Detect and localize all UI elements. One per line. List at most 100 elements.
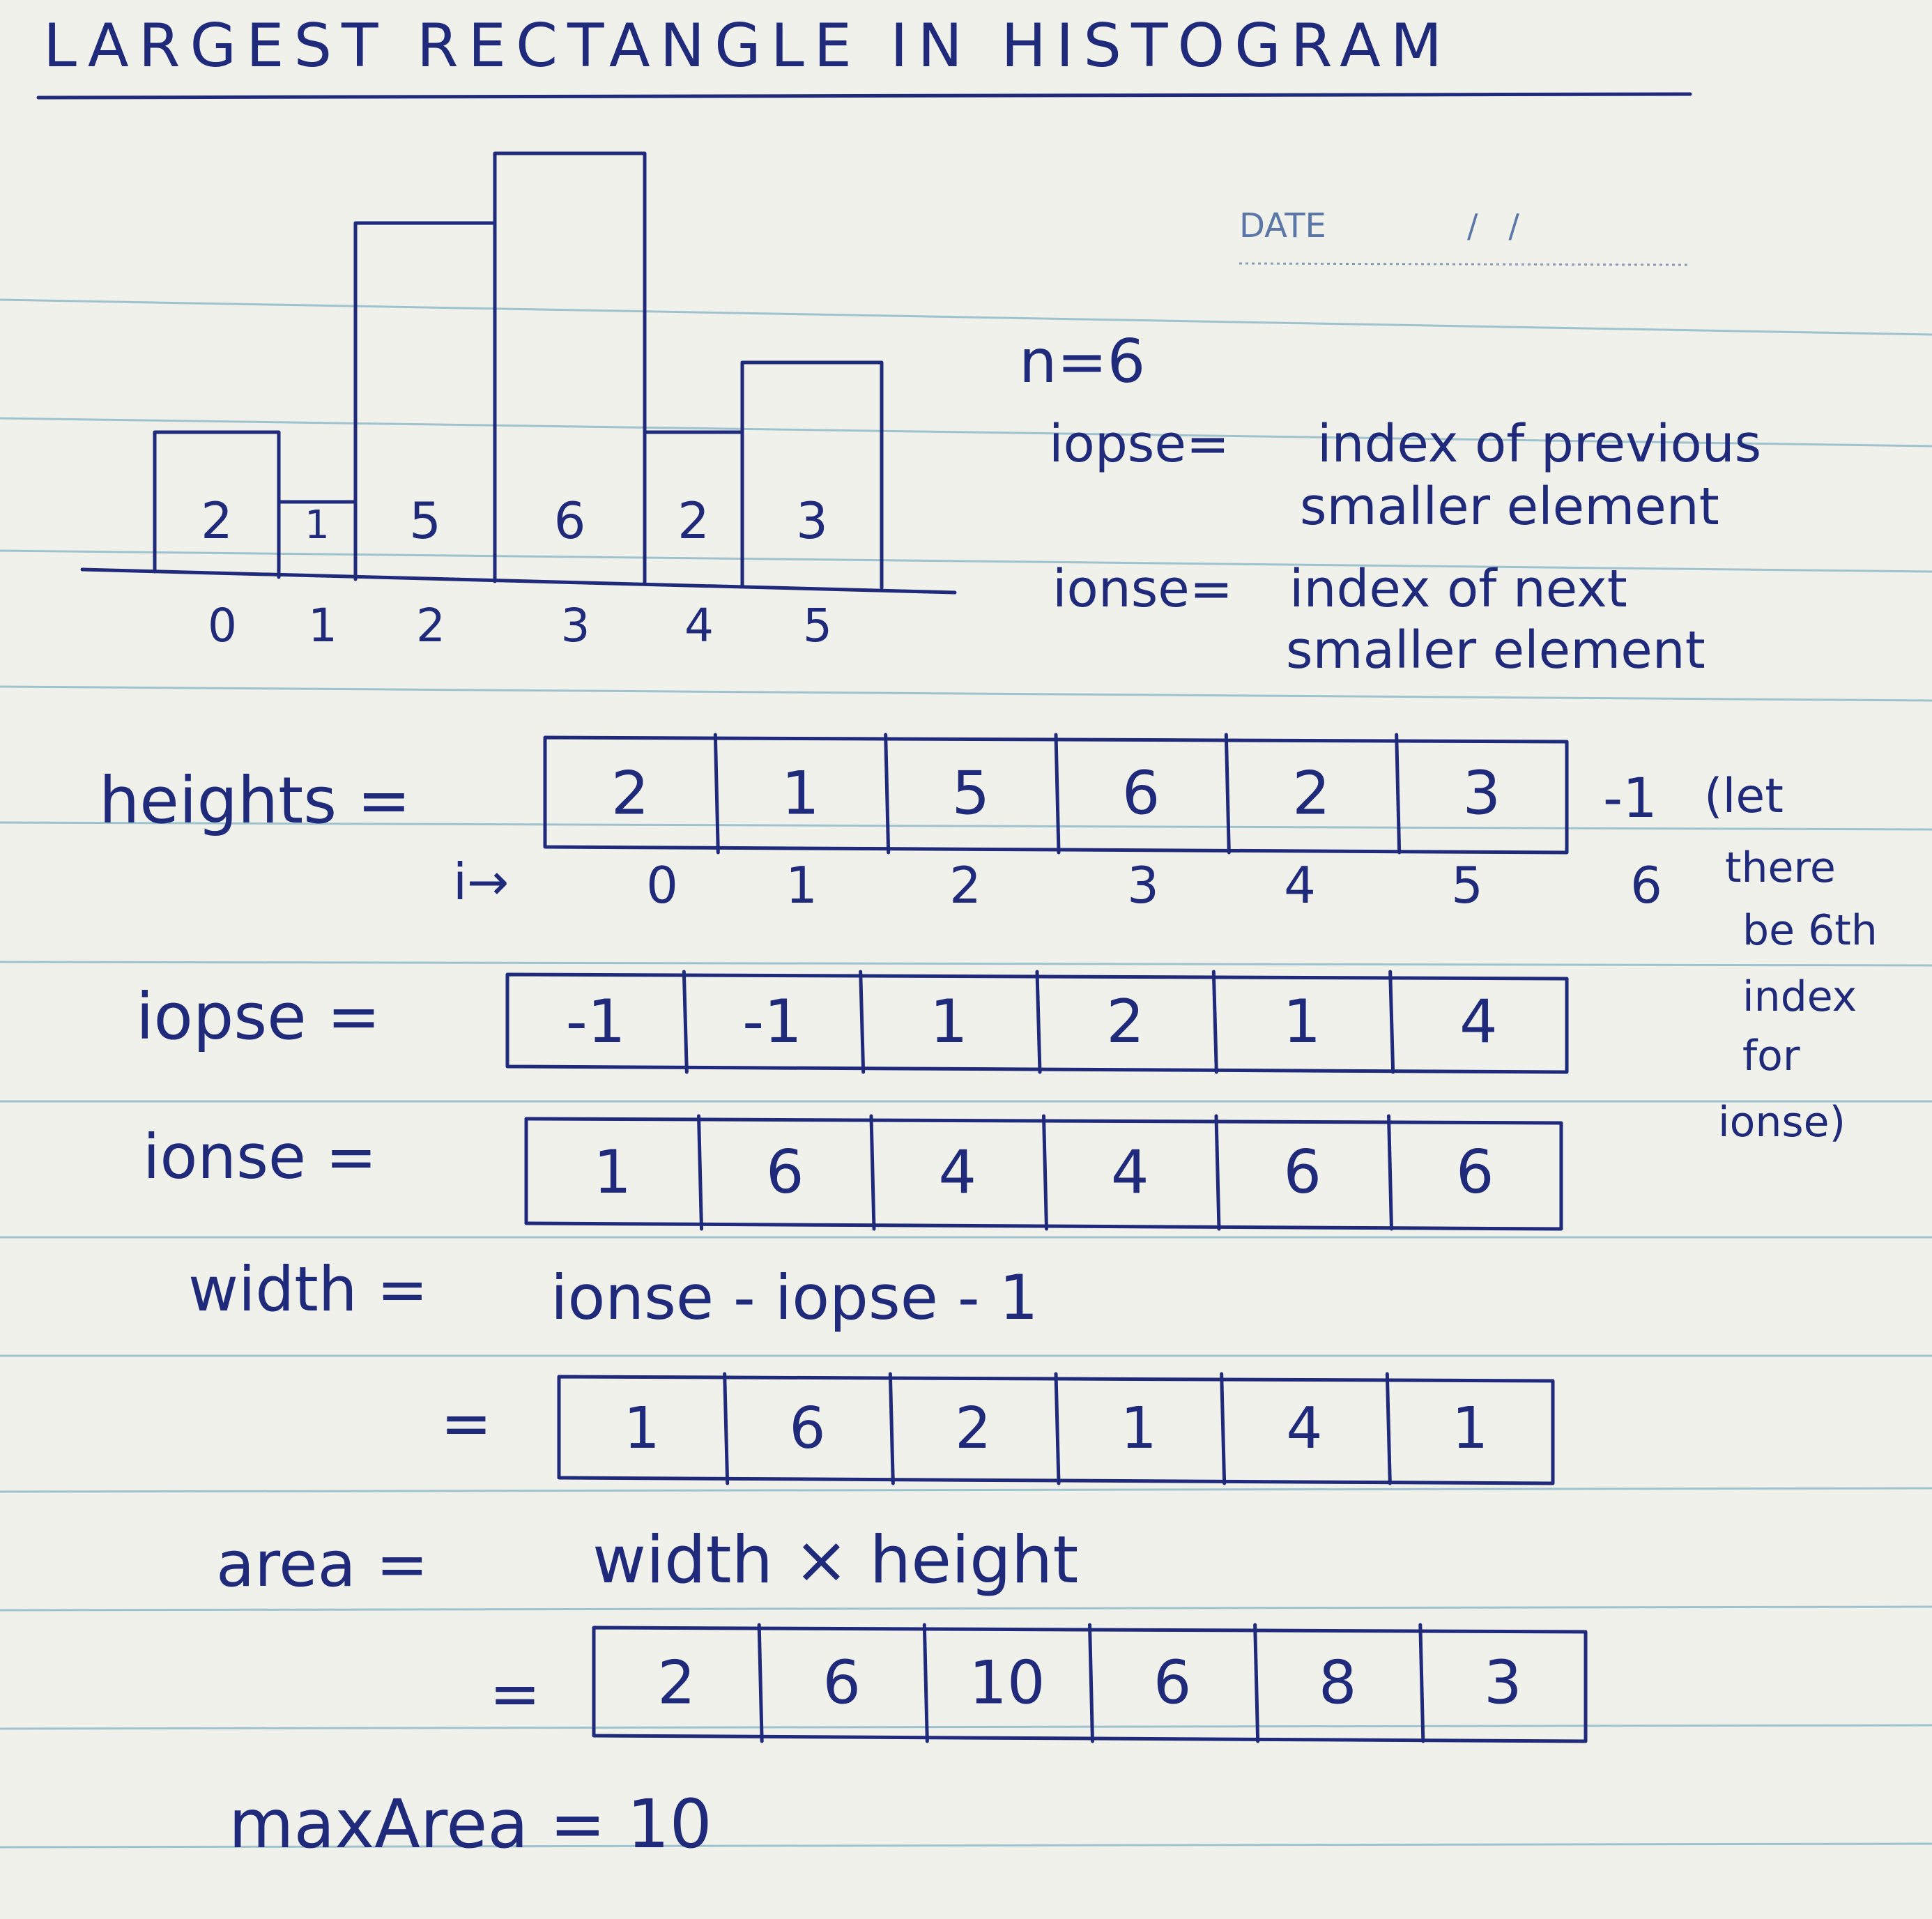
ruled-lines <box>0 298 1932 1849</box>
histogram-bar-label: 2 <box>201 491 233 550</box>
ionse-cell: 6 <box>766 1138 804 1207</box>
histogram-bar-label: 3 <box>796 491 828 550</box>
histogram-bar-label: 1 <box>305 503 330 548</box>
side-note-line: there <box>1725 843 1836 892</box>
area-array: 2 6 10 6 8 3 <box>592 1623 1588 1743</box>
histogram-bar-label: 2 <box>677 491 710 550</box>
width-cell: 1 <box>1452 1396 1488 1462</box>
side-note-line: be 6th <box>1742 906 1878 955</box>
index-cell: 4 <box>1284 856 1316 915</box>
width-equals: = <box>440 1387 492 1459</box>
index-cell: 5 <box>1451 856 1483 915</box>
area-equals: = <box>489 1658 541 1729</box>
iopse-term: iopse= <box>1049 414 1229 474</box>
width-label: width = <box>188 1253 428 1325</box>
width-cell: 4 <box>1286 1396 1322 1462</box>
array-divider <box>1042 1114 1048 1231</box>
heights-array: 2 1 5 6 2 3 <box>543 733 1569 855</box>
page-title: LARGEST RECTANGLE IN HISTOGRAM <box>43 11 1452 81</box>
area-cell: 6 <box>1153 1648 1192 1718</box>
histogram-bar <box>740 360 884 590</box>
width-formula: ionse - iopse - 1 <box>551 1262 1038 1333</box>
histogram-index-label: 3 <box>561 599 590 652</box>
side-note-line: ionse) <box>1718 1098 1846 1147</box>
heights-sentinel: -1 <box>1603 767 1657 830</box>
ionse-cell: 4 <box>1111 1138 1149 1207</box>
heights-cell: 5 <box>951 758 990 828</box>
side-note-line: for <box>1742 1032 1800 1080</box>
array-divider <box>869 1114 876 1231</box>
iopse-label: iopse = <box>136 979 381 1054</box>
array-divider <box>1214 1114 1221 1231</box>
array-divider <box>1387 1114 1393 1231</box>
histogram-baseline <box>80 567 957 595</box>
array-divider <box>757 1623 764 1743</box>
area-cell: 2 <box>657 1648 696 1718</box>
area-cell: 8 <box>1319 1648 1357 1718</box>
histogram-index-label: 2 <box>416 599 445 652</box>
array-divider <box>1035 970 1042 1074</box>
array-divider <box>1385 1372 1392 1485</box>
area-cell: 10 <box>969 1648 1045 1718</box>
ionse-term: ionse= <box>1052 559 1233 619</box>
heights-cell: 3 <box>1462 758 1501 828</box>
array-divider <box>723 1372 730 1485</box>
index-row-extra: 6 <box>1630 856 1662 915</box>
array-divider <box>1388 970 1395 1074</box>
date-label: DATE <box>1239 206 1326 245</box>
index-row-label: i→ <box>453 853 509 911</box>
array-divider <box>1211 970 1218 1074</box>
iopse-cell: -1 <box>742 987 802 1057</box>
histogram-bar-label: 5 <box>409 491 441 550</box>
array-divider <box>1054 733 1061 855</box>
side-note: (let there be 6th index for ionse) <box>1704 769 1878 1147</box>
date-value: / / <box>1467 207 1519 245</box>
array-divider <box>1253 1623 1260 1743</box>
histogram-index-label: 5 <box>803 599 832 652</box>
iopse-definition-line1: index of previous <box>1317 414 1761 474</box>
iopse-cell: 1 <box>1283 987 1321 1057</box>
array-divider <box>1220 1372 1227 1485</box>
width-cell: 2 <box>955 1396 991 1462</box>
index-cell: 0 <box>646 856 678 915</box>
heights-cell: 2 <box>611 758 650 828</box>
max-area-result: maxArea = 10 <box>229 1785 712 1863</box>
width-cell: 1 <box>1121 1396 1157 1462</box>
array-divider <box>884 733 891 855</box>
index-row: 0 1 2 3 4 5 <box>646 856 1483 915</box>
array-divider <box>922 1623 929 1743</box>
histogram-index-label: 4 <box>684 599 714 652</box>
heights-cell: 6 <box>1122 758 1160 828</box>
ionse-cell: 6 <box>1456 1138 1494 1207</box>
heights-cell: 2 <box>1292 758 1331 828</box>
ionse-cell: 6 <box>1283 1138 1321 1207</box>
array-divider <box>888 1372 895 1485</box>
histogram-index-label: 1 <box>308 599 337 652</box>
width-cell: 1 <box>624 1396 660 1462</box>
area-cell: 6 <box>822 1648 861 1718</box>
iopse-array: -1 -1 1 2 1 4 <box>505 970 1569 1074</box>
index-cell: 2 <box>949 856 981 915</box>
array-divider <box>1088 1623 1094 1743</box>
ionse-cell: 4 <box>938 1138 976 1207</box>
title-underline <box>36 92 1692 100</box>
array-divider <box>1395 733 1402 855</box>
histogram: 2 0 1 1 5 2 6 3 2 4 3 5 <box>80 151 957 652</box>
iopse-cell: 4 <box>1459 987 1498 1057</box>
array-divider <box>1418 1623 1425 1743</box>
index-cell: 1 <box>785 856 818 915</box>
heights-cell: 1 <box>781 758 820 828</box>
array-divider <box>713 733 720 855</box>
array-divider <box>1224 733 1231 855</box>
area-formula: width × height <box>592 1522 1078 1598</box>
width-array: 1 6 2 1 4 1 <box>557 1372 1555 1485</box>
side-note-line: index <box>1742 972 1857 1021</box>
ionse-definition-line2: smaller element <box>1286 620 1705 680</box>
iopse-cell: -1 <box>566 987 626 1057</box>
area-label: area = <box>216 1528 429 1601</box>
histogram-index-label: 0 <box>208 599 237 652</box>
ionse-array: 1 6 4 4 6 6 <box>524 1114 1563 1231</box>
date-line <box>1239 262 1691 266</box>
iopse-cell: 2 <box>1106 987 1144 1057</box>
